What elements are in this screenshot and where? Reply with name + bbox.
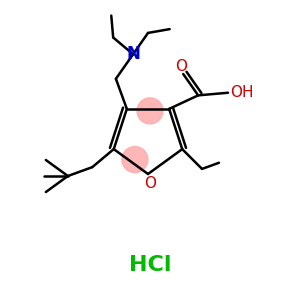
Text: N: N	[126, 45, 140, 63]
Circle shape	[137, 98, 163, 124]
Text: O: O	[175, 58, 187, 74]
Text: OH: OH	[230, 85, 254, 100]
Text: HCl: HCl	[129, 255, 171, 275]
Text: O: O	[144, 176, 156, 190]
Circle shape	[122, 147, 148, 172]
